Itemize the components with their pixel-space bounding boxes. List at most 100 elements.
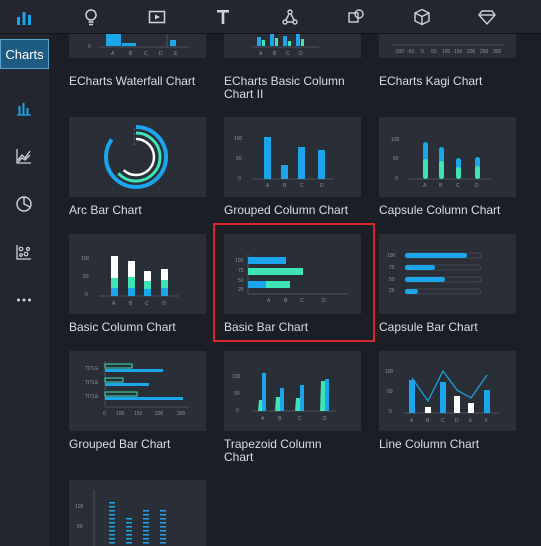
chart-card-capsule-bar[interactable]: 100 75 50 25: [379, 234, 516, 314]
axis-tick-label: D: [159, 51, 163, 57]
axis-tick-label: 75: [389, 265, 395, 271]
axis-tick-label: B: [278, 416, 282, 422]
axis-tick-label: D: [322, 298, 326, 304]
axis-tick-label: B: [439, 183, 443, 189]
diamond-icon[interactable]: [475, 5, 499, 29]
axis-tick-label: D: [475, 183, 479, 189]
chart-card-basic-column-ii[interactable]: A B C D: [224, 34, 361, 58]
axis-tick-label: 100: [116, 411, 125, 417]
axis-tick-label: D: [162, 301, 166, 307]
axis-tick-label: -100: [394, 49, 404, 55]
more-icon[interactable]: [13, 289, 35, 311]
axis-tick-label: C: [145, 301, 149, 307]
axis-tick-label: 300: [177, 411, 186, 417]
chart-card-grouped-bar[interactable]: TITLE TITLE TITLE 0 100 150 200 300: [69, 351, 206, 431]
bar-chart-icon[interactable]: [13, 97, 35, 119]
chart-card-segmented-column[interactable]: 100 50: [69, 480, 206, 546]
axis-tick-label: 300: [493, 49, 502, 55]
axis-tick-label: B: [283, 183, 287, 189]
chart-card-waterfall[interactable]: 0 A B C D E: [69, 34, 206, 58]
chart-title: Trapezoid Column Chart: [224, 437, 322, 464]
axis-tick-label: 100: [81, 256, 90, 262]
axis-tick-label: 100: [391, 137, 400, 143]
scatter-chart-icon[interactable]: [13, 241, 35, 263]
chart-card-basic-column[interactable]: 100 50 0 A B C D: [69, 234, 206, 314]
area-chart-icon[interactable]: [13, 145, 35, 167]
axis-tick-label: C: [286, 51, 290, 57]
axis-tick-label: F: [485, 418, 488, 424]
axis-tick-label: 100: [442, 49, 451, 55]
axis-tick-label: 0: [238, 176, 241, 182]
video-icon[interactable]: [145, 5, 169, 29]
text-icon[interactable]: [211, 5, 235, 29]
axis-tick-label: 50: [77, 524, 83, 530]
axis-tick-label: 250: [480, 49, 489, 55]
chart-title: Grouped Column Chart: [224, 203, 349, 217]
chart-card-kagi[interactable]: -100 -50 0 50 100 150 200 250 300: [379, 34, 516, 58]
bar-chart-icon[interactable]: [12, 5, 36, 29]
axis-tick-label: B: [273, 51, 277, 57]
axis-tick-label: 50: [431, 49, 437, 55]
axis-tick-label: 0: [236, 408, 239, 414]
chart-title: Capsule Column Chart: [379, 203, 501, 217]
axis-tick-label: 0: [389, 409, 392, 415]
shapes-icon[interactable]: [344, 5, 368, 29]
axis-tick-label: 50: [238, 278, 244, 284]
axis-tick-label: 50: [387, 389, 393, 395]
axis-tick-label: 50: [234, 391, 240, 397]
bulb-icon[interactable]: [79, 5, 103, 29]
chart-card-grouped-column[interactable]: 100 50 0 A B C D: [224, 117, 361, 197]
chart-card-line-column[interactable]: 100 50 0 A B C D E F: [379, 351, 516, 431]
axis-tick-label: D: [323, 416, 327, 422]
chart-title: ECharts Kagi Chart: [379, 74, 483, 88]
axis-tick-label: B: [284, 298, 288, 304]
chart-title: ECharts Basic Column Chart II: [224, 74, 345, 101]
top-toolbar: [0, 0, 541, 34]
axis-tick-label: -50: [407, 49, 414, 55]
selection-highlight: [213, 223, 375, 342]
axis-tick-label: 50: [389, 277, 395, 283]
chart-title: Arc Bar Chart: [69, 203, 142, 217]
axis-tick-label: 100: [387, 253, 396, 259]
axis-tick-label: 50: [393, 156, 399, 162]
axis-tick-label: C: [300, 183, 304, 189]
network-icon[interactable]: [278, 5, 302, 29]
axis-tick-label: E: [174, 51, 178, 57]
chart-card-arc-bar[interactable]: 1 1 1 1: [69, 117, 206, 197]
axis-tick-label: 50: [83, 274, 89, 280]
axis-tick-label: 100: [385, 369, 394, 375]
axis-tick-label: 100: [235, 258, 244, 264]
chart-title: Line Column Chart: [379, 437, 480, 451]
axis-tick-label: 0: [85, 292, 88, 298]
axis-tick-label: 100: [75, 504, 84, 510]
axis-tick-label: 1: [133, 141, 136, 146]
axis-tick-label: TITLE: [85, 394, 99, 400]
chart-title: Basic Bar Chart: [224, 320, 309, 334]
axis-tick-label: 50: [236, 156, 242, 162]
axis-tick-label: A: [259, 51, 263, 57]
chart-card-capsule-column[interactable]: 100 50 0 A B C D: [379, 117, 516, 197]
axis-tick-label: 1: [133, 126, 136, 131]
axis-tick-label: 100: [232, 374, 241, 380]
axis-tick-label: 25: [238, 287, 244, 293]
axis-tick-label: A: [112, 301, 116, 307]
axis-tick-label: A: [410, 418, 414, 424]
axis-tick-label: C: [456, 183, 460, 189]
charts-tab[interactable]: Charts: [0, 39, 49, 69]
chart-title: Grouped Bar Chart: [69, 437, 171, 451]
axis-tick-label: 0: [88, 44, 91, 50]
axis-tick-label: 25: [389, 288, 395, 294]
pie-chart-icon[interactable]: [13, 193, 35, 215]
axis-tick-label: 0: [103, 411, 106, 417]
chart-card-basic-bar[interactable]: 100 75 50 25 A B C D: [224, 234, 361, 314]
cube-icon[interactable]: [410, 5, 434, 29]
chart-card-trapezoid-column[interactable]: 100 50 0 A B C D: [224, 351, 361, 431]
axis-tick-label: B: [129, 51, 133, 57]
axis-tick-label: TITLE: [85, 366, 99, 372]
axis-tick-label: 1: [133, 131, 136, 136]
axis-tick-label: D: [320, 183, 324, 189]
axis-tick-label: B: [129, 301, 133, 307]
axis-tick-label: C: [441, 418, 445, 424]
axis-tick-label: 200: [155, 411, 164, 417]
chart-title: Basic Column Chart: [69, 320, 176, 334]
